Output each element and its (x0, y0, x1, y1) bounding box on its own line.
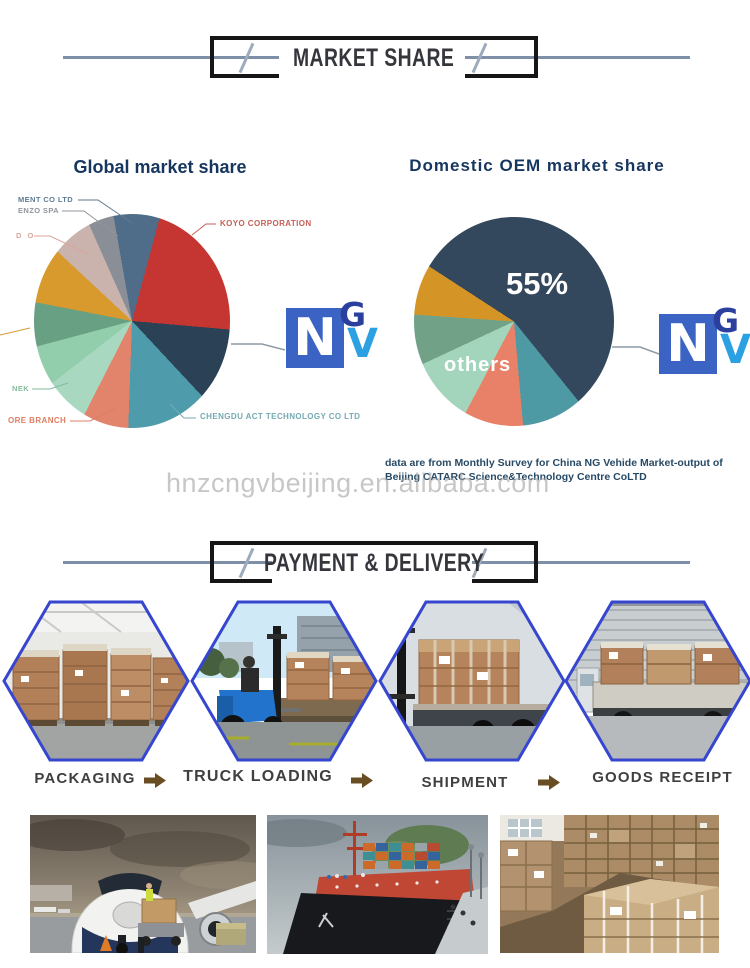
data-source-note: data are from Monthly Survey for China N… (385, 457, 745, 484)
air-freight-photo (30, 815, 256, 953)
source-note-line1: data are from Monthly Survey for China N… (385, 457, 723, 469)
source-note-line2: Beijing CATARC Science&Technology Centre… (385, 470, 647, 483)
step-label-shipment: SHIPMENT (421, 774, 509, 791)
ngv-logo: N G V (659, 301, 750, 385)
logo-letter-g: G (712, 301, 740, 340)
step-label-packaging: PACKAGING (34, 770, 136, 787)
watermark-text: hnzcngvbeijing.en.alibaba.com (166, 468, 550, 498)
ngv-logo: N G V (286, 295, 378, 379)
logo-letter-v: V (347, 321, 378, 367)
callout-enzo: ENZO SPA (18, 206, 59, 215)
domestic-others-label: others (444, 354, 512, 376)
logo-letter-g: G (339, 295, 367, 334)
callout-ment: MENT CO LTD (18, 195, 74, 204)
arrow-right-icon (538, 775, 560, 790)
logo-letter-v: V (720, 327, 750, 373)
domestic-market-share-pie (414, 217, 614, 426)
domestic-55-label: 55% (506, 266, 569, 301)
truck-at-warehouse-graphic (566, 602, 750, 760)
forklift-loading-graphic (192, 602, 376, 760)
arrow-right-icon (144, 773, 166, 788)
logo-letter-n: N (659, 314, 717, 374)
callout-leader-lines (0, 199, 660, 422)
warehouse-photo (500, 815, 719, 953)
goods-receipt-photo-hexagon (564, 600, 750, 762)
callout-d-o: D O (16, 231, 36, 240)
market-share-heading: MARKET SHARE (293, 43, 455, 72)
banner-panel (272, 547, 472, 589)
step-label-truck-loading: TRUCK LOADING (183, 768, 333, 785)
callout-nek: NEK (12, 384, 30, 393)
global-market-share-pie (34, 214, 230, 428)
banner-panel (279, 42, 465, 84)
truck-loading-photo-hexagon (190, 600, 378, 762)
loaded-truck-graphic (380, 602, 564, 760)
logo-letter-n: N (286, 308, 344, 368)
packaging-photo-hexagon (2, 600, 190, 762)
delivery-steps-strip (0, 598, 750, 764)
step-label-goods-receipt: GOODS RECEIPT (592, 769, 733, 786)
arrow-right-icon (351, 773, 373, 788)
airplane-graphic (30, 815, 256, 953)
global-chart-title: Global market share (73, 157, 247, 177)
shipment-photo-hexagon (378, 600, 566, 762)
warehouse-boxes-graphic (500, 815, 719, 953)
callout-chengdu: CHENGDU ACT TECHNOLOGY CO LTD (200, 412, 361, 421)
domestic-chart-title: Domestic OEM market share (409, 156, 665, 175)
callout-ore-branch: ORE BRANCH (8, 416, 67, 425)
warehouse-packaging-graphic (4, 602, 188, 760)
container-ship-graphic (267, 815, 488, 954)
container-ship-photo (267, 815, 488, 954)
payment-delivery-heading: PAYMENT & DELIVERY (263, 548, 485, 577)
callout-koyo: KOYO CORPORATION (220, 219, 312, 228)
